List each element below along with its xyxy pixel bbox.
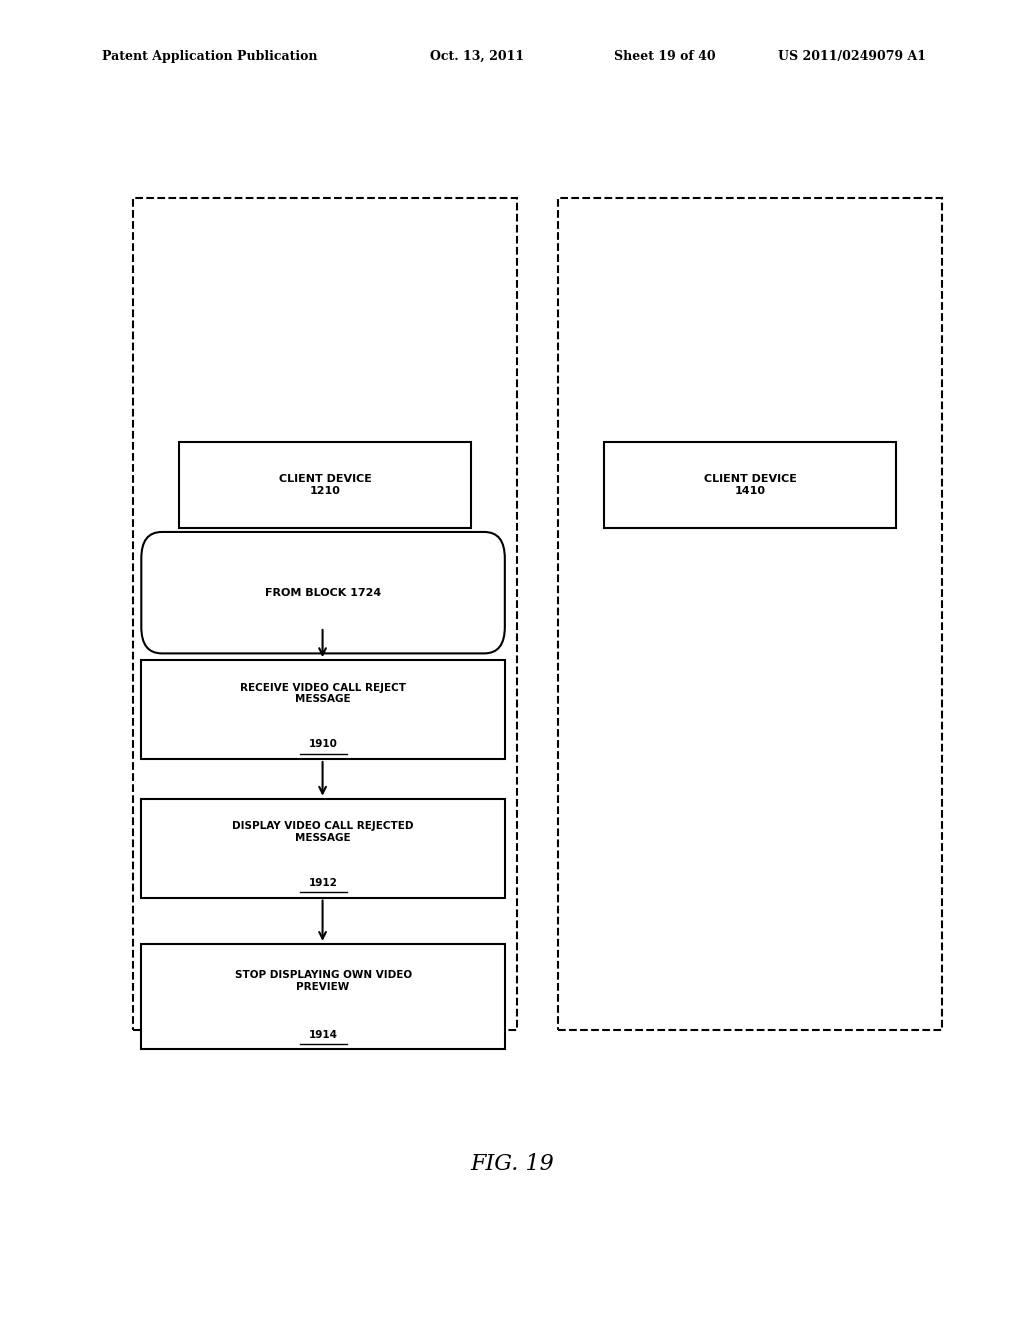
Text: STOP DISPLAYING OWN VIDEO
PREVIEW: STOP DISPLAYING OWN VIDEO PREVIEW — [234, 970, 412, 991]
FancyBboxPatch shape — [141, 799, 505, 898]
Text: CLIENT DEVICE
1410: CLIENT DEVICE 1410 — [703, 474, 797, 496]
Text: US 2011/0249079 A1: US 2011/0249079 A1 — [778, 50, 927, 63]
Text: 1914: 1914 — [308, 1030, 338, 1040]
Text: RECEIVE VIDEO CALL REJECT
MESSAGE: RECEIVE VIDEO CALL REJECT MESSAGE — [240, 682, 407, 705]
Text: Sheet 19 of 40: Sheet 19 of 40 — [614, 50, 716, 63]
Text: 1912: 1912 — [308, 878, 338, 888]
Text: DISPLAY VIDEO CALL REJECTED
MESSAGE: DISPLAY VIDEO CALL REJECTED MESSAGE — [232, 821, 414, 843]
Text: FIG. 19: FIG. 19 — [470, 1154, 554, 1175]
Text: FROM BLOCK 1724: FROM BLOCK 1724 — [265, 587, 381, 598]
Text: Oct. 13, 2011: Oct. 13, 2011 — [430, 50, 524, 63]
FancyBboxPatch shape — [141, 944, 505, 1049]
FancyBboxPatch shape — [141, 660, 505, 759]
FancyBboxPatch shape — [604, 442, 896, 528]
Text: 1910: 1910 — [308, 739, 338, 750]
Text: CLIENT DEVICE
1210: CLIENT DEVICE 1210 — [279, 474, 372, 496]
FancyBboxPatch shape — [141, 532, 505, 653]
Text: Patent Application Publication: Patent Application Publication — [102, 50, 317, 63]
FancyBboxPatch shape — [179, 442, 471, 528]
